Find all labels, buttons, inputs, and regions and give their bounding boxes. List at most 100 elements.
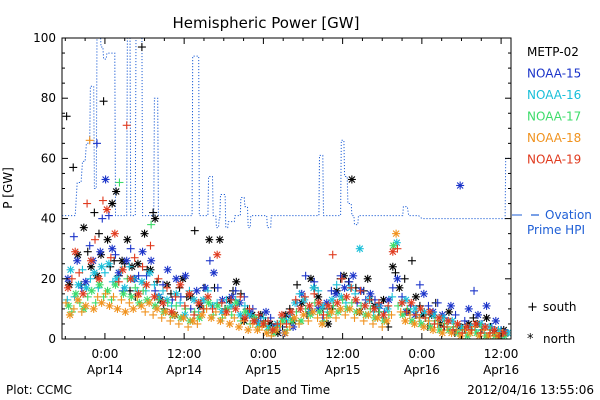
y-tick-label: 20 (41, 272, 56, 286)
data-point (105, 301, 114, 310)
data-point (240, 301, 249, 310)
data-point (190, 226, 199, 235)
data-point (184, 322, 193, 331)
point-stroke (374, 314, 382, 322)
data-point (190, 295, 199, 304)
data-point (388, 247, 397, 256)
data-point (337, 274, 346, 283)
point-stroke (151, 302, 159, 310)
data-point (340, 283, 349, 292)
data-points (62, 43, 511, 339)
point-stroke (466, 329, 474, 337)
data-point (231, 286, 240, 295)
point-stroke (105, 260, 113, 268)
data-point (407, 298, 416, 307)
data-point (359, 316, 368, 325)
data-point (109, 292, 118, 301)
data-point (145, 298, 154, 307)
point-stroke (159, 299, 167, 307)
point-stroke (242, 308, 249, 316)
data-point (336, 304, 345, 313)
data-point (83, 199, 92, 208)
point-stroke (223, 308, 230, 316)
data-point (77, 307, 86, 316)
data-point (209, 268, 218, 277)
point-stroke (96, 281, 104, 289)
point-stroke (145, 299, 153, 307)
data-point (482, 301, 491, 310)
point-stroke (104, 236, 111, 244)
data-point (122, 121, 131, 130)
data-point (87, 286, 96, 295)
point-stroke (79, 290, 87, 298)
data-point (472, 319, 481, 328)
point-stroke (307, 275, 315, 283)
point-stroke (380, 296, 387, 304)
data-point (305, 301, 314, 310)
data-point (370, 304, 379, 313)
point-stroke (457, 332, 465, 339)
data-point (268, 325, 277, 334)
point-stroke (121, 308, 129, 316)
point-stroke (314, 293, 322, 301)
data-point (393, 244, 402, 253)
data-point (150, 292, 159, 301)
point-stroke (120, 290, 127, 298)
data-point (108, 199, 117, 208)
x-tick-time-label: 0:00 (250, 347, 277, 361)
data-point (102, 205, 111, 214)
data-point (90, 268, 99, 277)
point-stroke (481, 323, 489, 331)
point-stroke (147, 257, 155, 265)
point-stroke (73, 257, 81, 265)
point-stroke (337, 305, 345, 313)
point-stroke (82, 278, 90, 286)
y-tick-label: 60 (41, 151, 56, 165)
data-point (482, 313, 491, 322)
point-stroke (454, 320, 461, 328)
data-point (134, 289, 143, 298)
point-stroke (190, 296, 198, 304)
point-stroke (196, 302, 204, 310)
data-point (172, 274, 181, 283)
data-point (411, 310, 420, 319)
data-point (110, 229, 119, 238)
point-stroke (401, 317, 409, 325)
data-point (87, 256, 96, 265)
data-point (453, 319, 462, 328)
data-point (319, 310, 328, 319)
data-point (217, 298, 226, 307)
data-point (63, 283, 72, 292)
data-point (391, 268, 400, 277)
data-point (104, 259, 113, 268)
data-point (123, 235, 132, 244)
legend-entry: NOAA-19 (527, 153, 581, 167)
data-point (92, 139, 101, 148)
point-stroke (129, 305, 137, 313)
data-point (203, 292, 212, 301)
data-point (181, 271, 190, 280)
data-point (295, 319, 304, 328)
data-point (368, 319, 377, 328)
data-point (464, 304, 473, 313)
data-point (83, 292, 92, 301)
data-point (299, 310, 308, 319)
point-stroke (210, 269, 218, 277)
point-stroke (216, 236, 224, 244)
data-point (205, 256, 214, 265)
data-point (327, 307, 336, 316)
data-point (93, 292, 102, 301)
data-point (332, 289, 341, 298)
x-tick-time-label: 0:00 (408, 347, 435, 361)
point-stroke (87, 257, 95, 265)
data-point (71, 289, 80, 298)
point-stroke (366, 290, 374, 298)
marker-legend-label: north (543, 332, 575, 346)
data-point (485, 328, 494, 337)
point-stroke (180, 314, 187, 322)
point-stroke (66, 311, 74, 319)
data-point (277, 310, 286, 319)
data-point (236, 310, 245, 319)
point-stroke (501, 332, 508, 339)
legend-entry: NOAA-15 (527, 67, 581, 81)
